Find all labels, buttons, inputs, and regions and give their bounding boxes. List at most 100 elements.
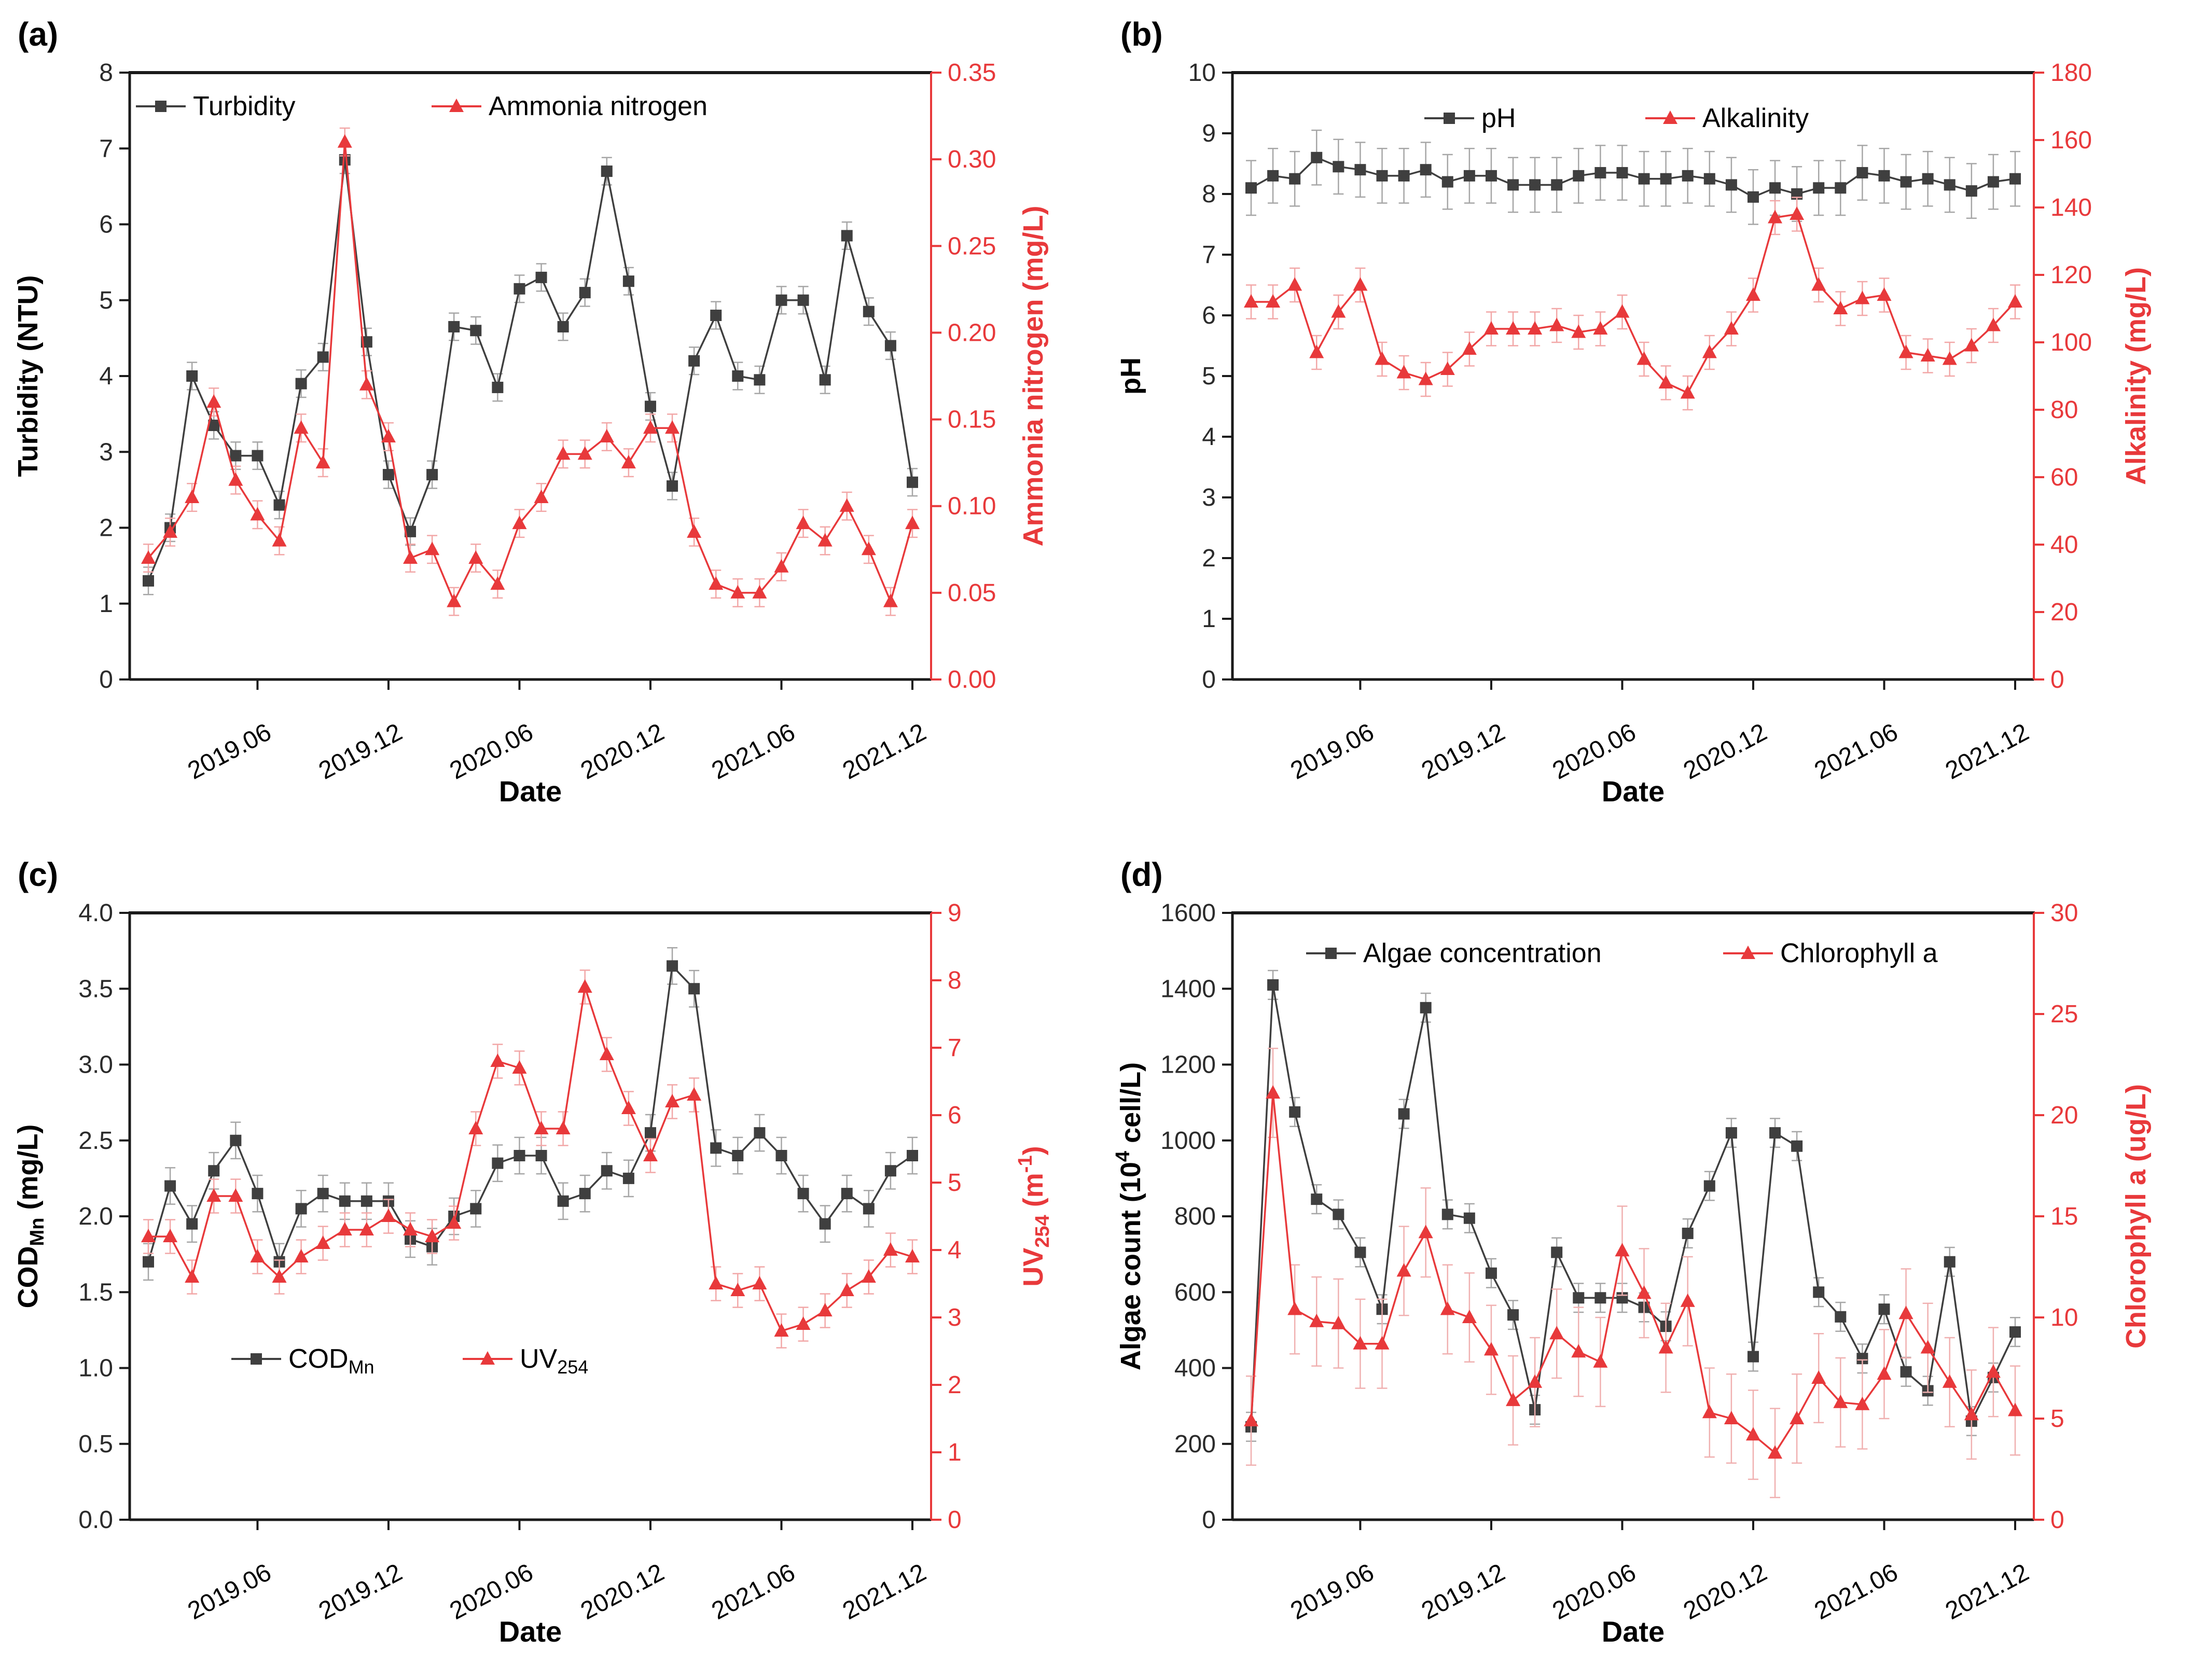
triangle-marker [1266,294,1281,308]
left-axis-tick-label: 3 [99,438,113,466]
left-axis-tick-label: 0 [99,666,113,693]
triangle-marker [752,585,767,599]
triangle-marker [185,1269,200,1283]
square-marker [230,450,242,462]
triangle-marker [730,1283,745,1296]
x-axis-tick-label: 2020.12 [1679,1559,1771,1625]
triangle-marker [315,1235,330,1249]
square-marker [1463,170,1475,182]
triangle-marker [1855,1396,1870,1410]
triangle-marker [730,585,745,599]
legend-label: Algae concentration [1363,938,1602,968]
triangle-marker [250,507,265,521]
square-marker [1354,1246,1366,1258]
square-marker [1551,1246,1563,1258]
x-axis-title: Date [1602,775,1665,808]
triangle-marker [1375,1336,1390,1350]
square-marker [579,287,591,299]
legend-item: CODMn [231,1344,375,1378]
square-marker [907,1150,918,1161]
square-marker [863,1203,875,1215]
triangle-marker [1396,365,1411,379]
series-black [1245,969,2021,1442]
square-marker [1703,1180,1715,1192]
square-marker [1835,1311,1847,1323]
square-marker [710,1142,722,1154]
square-marker [1485,170,1497,182]
square-marker [1441,176,1453,188]
chart-panel-a: (a) 0 1 2 3 4 5 6 7 8 0.00 0.05 0.10 0.15 0.20 0.25 0.30… [12,16,1049,808]
square-marker [601,1165,613,1177]
left-axis-title: Algae count (104 cell/L) [1112,1062,1146,1370]
triangle-marker [490,576,505,590]
square-marker [1725,1127,1737,1139]
square-marker [1987,176,1999,188]
triangle-marker [1964,1407,1979,1421]
triangle-marker [709,576,724,590]
square-marker [1267,170,1279,182]
right-axis-tick-label: 180 [2050,59,2092,87]
square-marker [1333,1209,1344,1220]
triangle-marker [1549,317,1564,331]
triangle-marker [359,377,374,391]
triangle-marker [359,1222,374,1235]
triangle-marker [1658,375,1673,388]
right-axis-tick-label: 9 [948,899,962,927]
triangle-marker [599,1047,614,1060]
square-marker [1660,173,1672,185]
square-marker [1944,179,1956,191]
legend-label: Turbidity [193,91,295,121]
square-marker [819,374,831,386]
square-marker [1791,1140,1803,1152]
triangle-marker [1702,1405,1717,1419]
square-marker [1529,179,1541,191]
left-axis-tick-label: 2.5 [78,1127,113,1155]
square-marker [514,1150,525,1161]
square-marker [317,1188,329,1200]
right-axis-tick-label: 25 [2050,1001,2078,1028]
triangle-marker [468,550,483,564]
right-axis-tick-label: 160 [2050,127,2092,154]
triangle-marker [1942,1374,1957,1388]
x-axis-tick-label: 2020.12 [576,718,669,785]
triangle-marker [1637,1285,1652,1299]
left-axis-tick-label: 2 [99,515,113,542]
left-axis-tick-label: 0 [1202,1506,1216,1534]
triangle-marker [1724,1411,1739,1424]
triangle-marker [512,1060,527,1074]
triangle-marker [1331,1315,1346,1329]
right-axis-tick-label: 5 [2050,1405,2064,1433]
panel-b-ph-alkalinity: (b) 0 1 2 3 4 5 6 7 8 9 10 0 20 40 60 80 100 120 140 160 180 2… [1103,0,2205,840]
square-marker [1507,1309,1519,1321]
square-marker [492,381,504,393]
panel-d-algae-chlorophyll: (d) 0 200 400 600 800 1000 1200 1400 1600 0 5 10 15 20… [1103,840,2205,1680]
triangle-marker [1287,277,1302,291]
left-axis-tick-label: 1 [1202,605,1216,633]
series-black [1245,129,2021,225]
right-axis-tick-label: 0.35 [948,59,996,87]
triangle-marker [1462,1310,1477,1323]
square-marker [470,325,482,337]
square-marker [1573,170,1585,182]
left-axis-tick-label: 400 [1174,1355,1216,1382]
left-axis-tick-label: 6 [99,211,113,239]
triangle-marker [1593,1354,1608,1368]
legend-square-marker [155,101,167,112]
triangle-marker [163,524,178,538]
triangle-marker [1528,321,1543,335]
legend-label: CODMn [288,1344,375,1378]
square-marker [1594,167,1606,179]
series-line [1250,1092,2016,1454]
triangle-marker [752,1276,767,1289]
right-axis-tick-label: 0.10 [948,493,996,520]
triangle-marker [272,533,287,547]
triangle-marker [1549,1326,1564,1340]
square-marker [252,450,264,462]
square-marker [667,960,678,972]
triangle-marker [2008,1403,2022,1417]
x-axis-tick-label: 2019.12 [1417,1559,1509,1625]
right-axis-tick-label: 30 [2050,899,2078,927]
triangle-marker [796,516,811,530]
triangle-marker [1396,1263,1411,1277]
square-marker [339,1195,351,1207]
